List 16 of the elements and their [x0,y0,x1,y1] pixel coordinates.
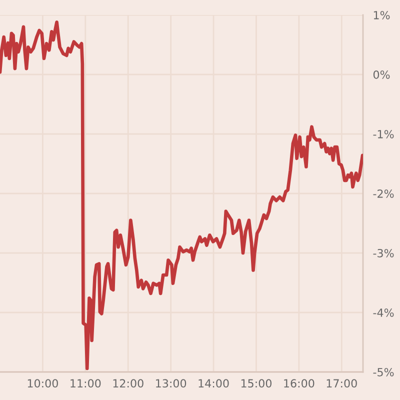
y-tick-label: -2% [373,189,394,198]
y-tick-label: -4% [373,308,394,317]
x-tick-label: 13:00 [156,379,186,388]
x-tick-label: 11:00 [70,379,101,388]
x-tick-label: 16:00 [284,379,314,388]
y-tick-label: -1% [373,130,394,138]
x-tick-label: 14:00 [198,379,229,388]
y-tick-label: -3% [373,248,394,258]
y-tick-label: 1% [374,10,390,20]
x-tick-label: 15:00 [241,379,272,388]
y-tick-label: 0% [373,70,390,79]
y-tick-label: -5% [373,368,394,376]
line-series [0,20,363,370]
x-tick-label: 10:00 [28,379,58,388]
x-tick-label: 17:00 [326,379,357,388]
x-tick-label: 12:00 [113,379,144,388]
